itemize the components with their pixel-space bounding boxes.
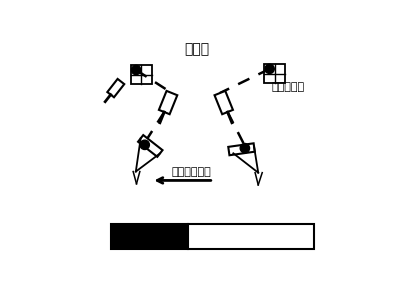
Bar <box>111 224 188 249</box>
Polygon shape <box>159 91 177 114</box>
Polygon shape <box>138 135 163 157</box>
Text: 激光源: 激光源 <box>184 42 210 56</box>
Text: 光电感应板: 光电感应板 <box>272 82 305 92</box>
Circle shape <box>240 144 249 153</box>
Circle shape <box>140 140 149 149</box>
Polygon shape <box>228 143 255 155</box>
Bar <box>188 224 314 249</box>
Polygon shape <box>107 79 124 97</box>
Polygon shape <box>214 91 233 114</box>
Polygon shape <box>264 64 286 83</box>
Circle shape <box>131 65 141 75</box>
Polygon shape <box>131 65 152 84</box>
Text: 针尖移动方向: 针尖移动方向 <box>171 166 211 177</box>
Circle shape <box>265 64 274 73</box>
